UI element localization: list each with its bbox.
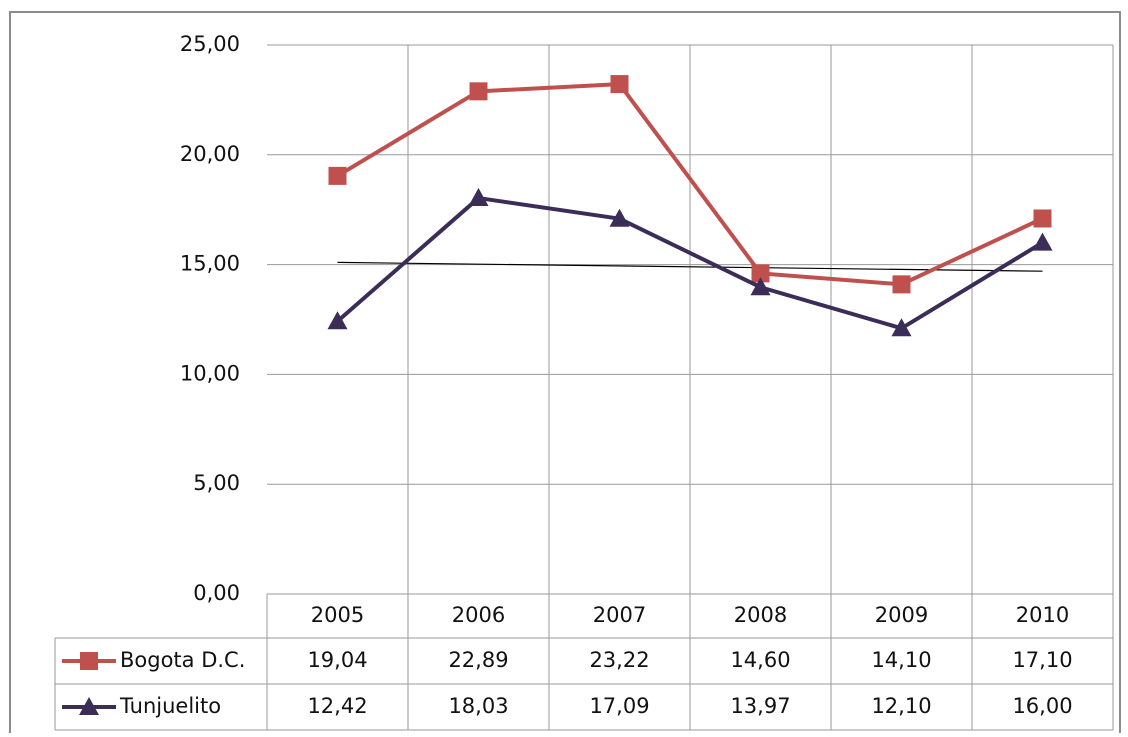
- chart-frame: [9, 11, 1121, 737]
- y-tick-label: 15,00: [180, 252, 240, 276]
- point-marker: [1033, 209, 1052, 228]
- x-tick-label: 2006: [452, 603, 505, 627]
- point-marker: [469, 82, 488, 101]
- point-marker: [892, 275, 911, 294]
- y-tick-label: 10,00: [180, 361, 240, 385]
- point-marker: [891, 318, 912, 337]
- legend-label: Bogota D.C.: [120, 648, 245, 672]
- table-value: 22,89: [448, 648, 508, 672]
- table-value: 17,09: [589, 694, 649, 718]
- table-value: 12,42: [307, 694, 367, 718]
- trendline: [337, 261, 1043, 272]
- y-tick-label: 5,00: [193, 471, 240, 495]
- table-value: 12,10: [871, 694, 931, 718]
- table-value: 17,10: [1012, 648, 1072, 672]
- x-tick-label: 2009: [875, 603, 928, 627]
- x-tick-label: 2010: [1016, 603, 1069, 627]
- x-tick-label: 2005: [311, 603, 364, 627]
- point-marker: [328, 166, 347, 185]
- series-line: [336, 196, 1044, 331]
- legend-marker: [80, 652, 98, 670]
- series-line: [336, 82, 1044, 287]
- legend-label: Tunjuelito: [119, 694, 221, 718]
- table-value: 16,00: [1012, 694, 1072, 718]
- y-tick-label: 0,00: [193, 581, 240, 605]
- table-value: 14,60: [730, 648, 790, 672]
- point-marker: [751, 264, 770, 283]
- y-tick-label: 25,00: [180, 32, 240, 56]
- table-value: 13,97: [730, 694, 790, 718]
- point-marker: [610, 75, 629, 94]
- table-value: 14,10: [871, 648, 931, 672]
- legend-marker: [79, 697, 99, 715]
- table-value: 18,03: [448, 694, 508, 718]
- point-marker: [609, 208, 630, 227]
- table-value: 23,22: [589, 648, 649, 672]
- point-marker: [468, 188, 489, 207]
- x-tick-label: 2008: [734, 603, 787, 627]
- table-value: 19,04: [307, 648, 367, 672]
- x-tick-label: 2007: [593, 603, 646, 627]
- point-marker: [327, 311, 348, 330]
- point-marker: [750, 277, 771, 296]
- point-marker: [1032, 232, 1053, 251]
- y-tick-label: 20,00: [180, 142, 240, 166]
